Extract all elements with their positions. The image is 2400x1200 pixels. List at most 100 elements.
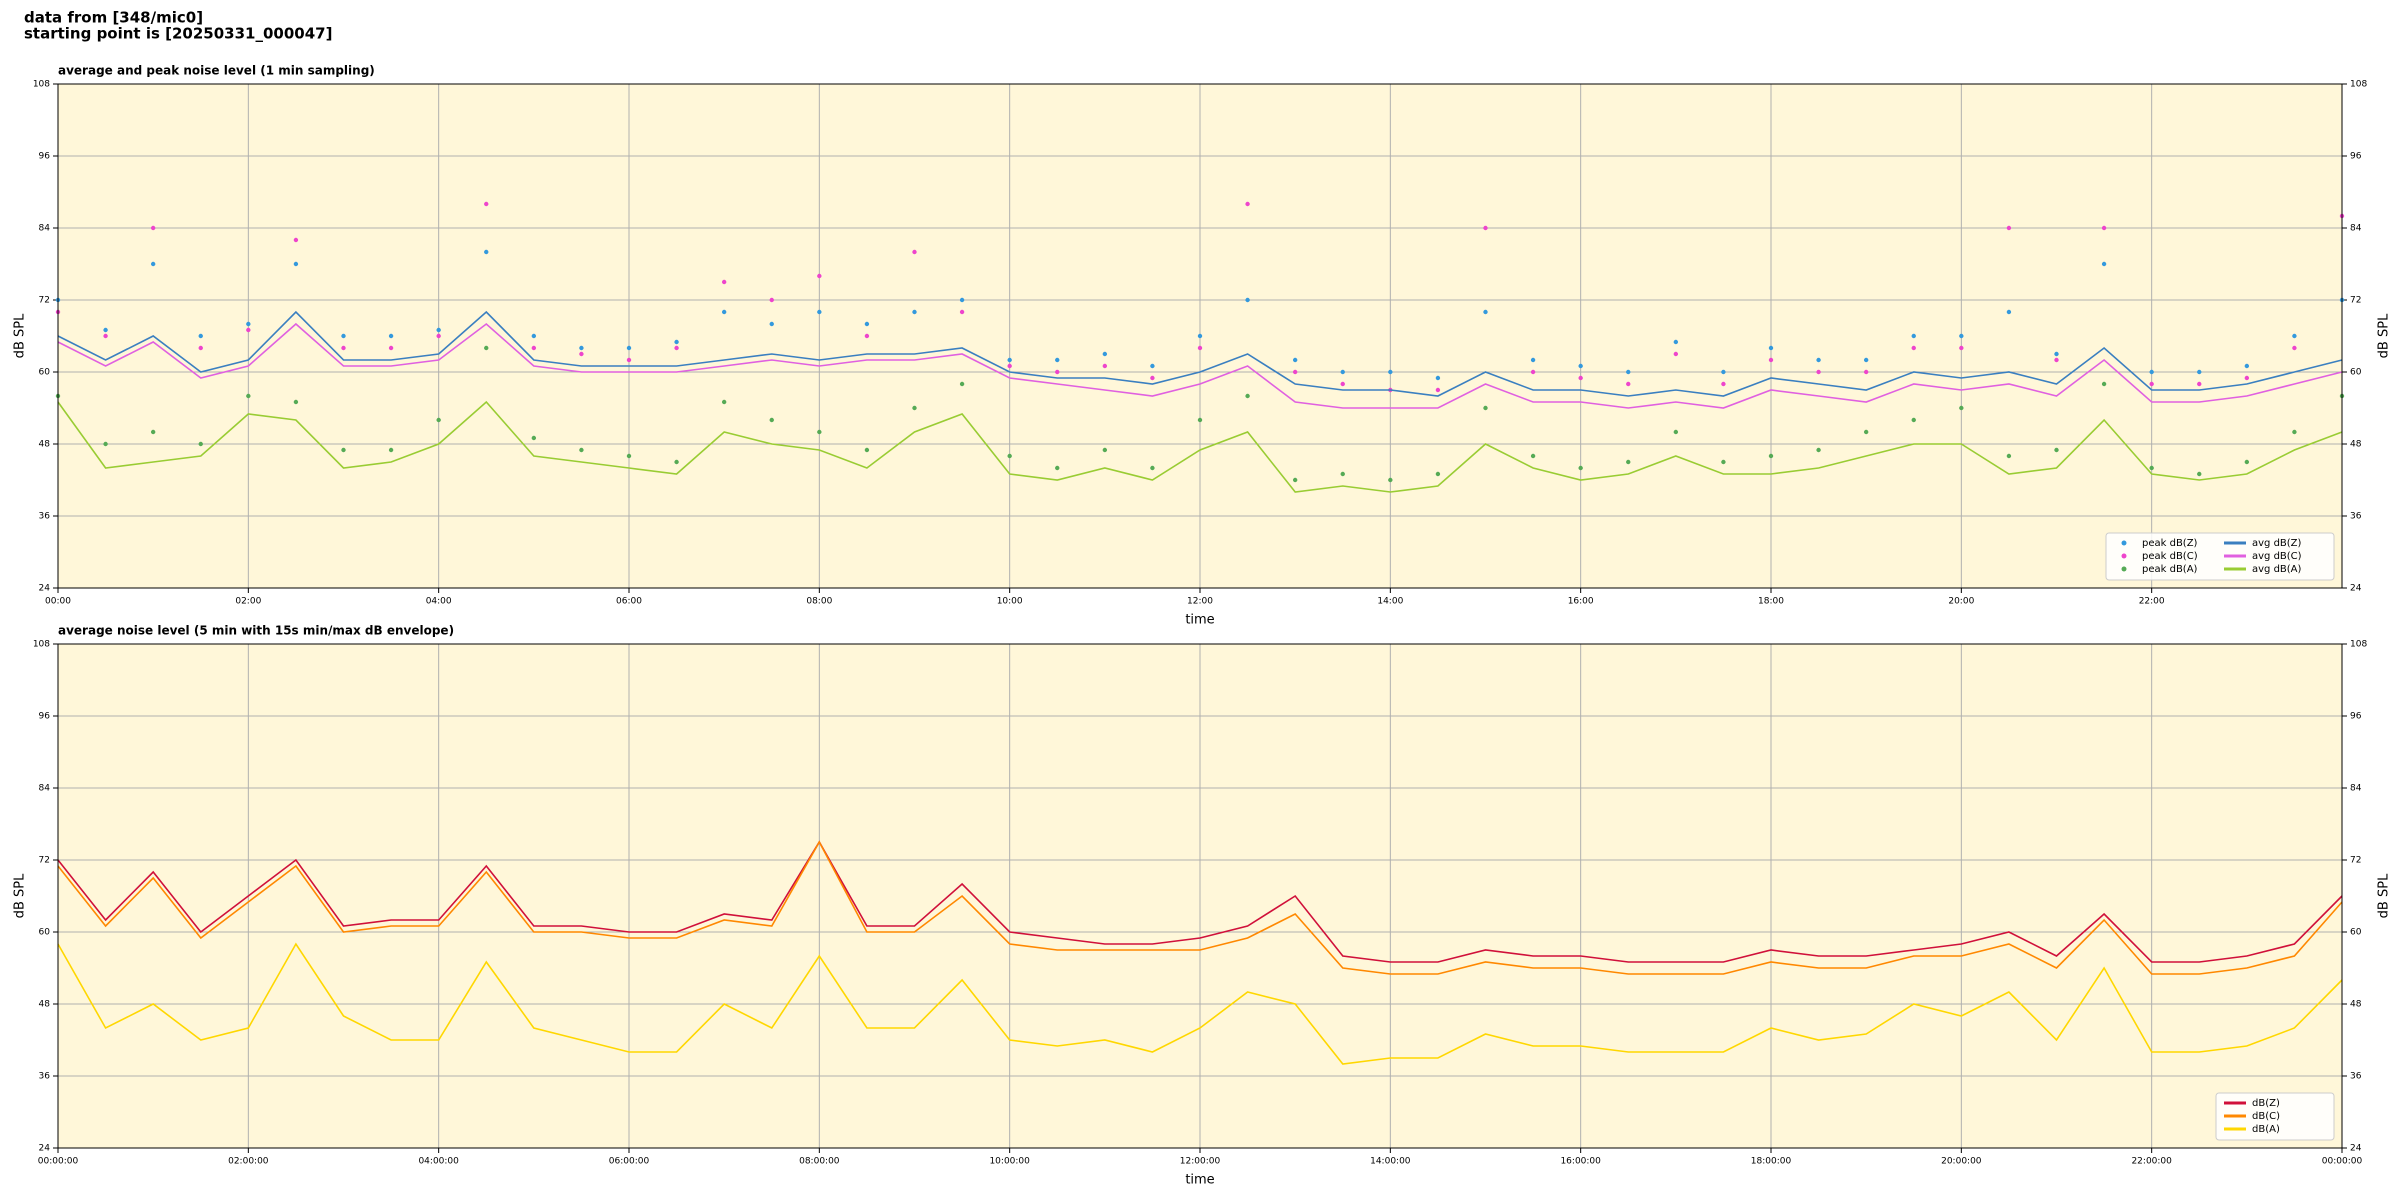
y-tick-label: 72: [39, 296, 50, 306]
peak-dot: [484, 345, 489, 351]
x-tick-label: 10:00: [997, 597, 1023, 607]
y-tick-label: 48: [39, 440, 51, 450]
peak-dot: [2101, 225, 2107, 231]
peak-dot: [1007, 357, 1012, 363]
x-tick-label: 18:00:00: [1751, 1157, 1792, 1167]
x-tick-label: 12:00: [1187, 597, 1213, 607]
x-tick-label: 20:00:00: [1941, 1157, 1982, 1167]
legend-label: peak dB(C): [2142, 551, 2198, 562]
peak-dot: [1863, 357, 1869, 363]
peak-dot: [1530, 453, 1536, 459]
peak-dot: [436, 333, 441, 339]
x-tick-label: 22:00:00: [2131, 1157, 2172, 1167]
chart-title: average noise level (5 min with 15s min/…: [58, 624, 454, 638]
y-tick-label: 72: [2350, 296, 2361, 306]
peak-dot: [626, 453, 632, 459]
header-line: data from [348/mic0]: [24, 9, 203, 27]
peak-dot: [626, 357, 632, 363]
peak-dot: [674, 339, 679, 345]
peak-dot: [721, 399, 727, 405]
peak-dot: [246, 393, 251, 399]
y-tick-label: 84: [39, 224, 51, 234]
peak-dot: [2149, 381, 2154, 387]
x-tick-label: 00:00:00: [2322, 1157, 2363, 1167]
peak-dot: [1007, 453, 1012, 459]
y-tick-label: 36: [2350, 1072, 2362, 1082]
peak-dot: [293, 399, 299, 405]
peak-dot: [2197, 369, 2202, 375]
peak-dot: [769, 417, 774, 423]
peak-dot: [817, 273, 822, 279]
y-tick-label: 108: [33, 640, 50, 650]
y-tick-label: 96: [2350, 712, 2362, 722]
legend-label: peak dB(A): [2142, 564, 2198, 575]
peak-dot: [817, 309, 822, 315]
peak-dot: [912, 249, 917, 255]
peak-dot: [1768, 453, 1774, 459]
y-tick-label: 96: [39, 712, 51, 722]
peak-dot: [1340, 471, 1345, 477]
peak-dot: [1150, 465, 1155, 471]
peak-dot: [1673, 351, 1679, 357]
x-axis-label: time: [1185, 1173, 1214, 1188]
y-tick-label: 60: [39, 368, 51, 378]
peak-dot: [2244, 363, 2250, 369]
avg-line: [57, 310, 2343, 397]
y-tick-label: 72: [2350, 856, 2361, 866]
y-axis-label: dB SPL: [13, 313, 28, 358]
peak-dot: [864, 321, 870, 327]
peak-dot: [817, 429, 822, 435]
peak-dot: [198, 333, 203, 339]
y-tick-label: 108: [2350, 80, 2367, 90]
peak-dot: [1292, 369, 1298, 375]
peak-dot: [1388, 369, 1393, 375]
legend: [2105, 532, 2335, 581]
chart-title: average and peak noise level (1 min samp…: [58, 64, 375, 78]
peak-dot: [388, 447, 394, 453]
peak-dot: [2292, 429, 2297, 435]
peak-dot: [721, 279, 727, 285]
plot-frame: [57, 643, 2343, 1149]
y-tick-label: 48: [2350, 440, 2362, 450]
avg-line: [57, 840, 2343, 963]
peak-dot: [1388, 477, 1393, 483]
x-tick-label: 08:00: [806, 597, 832, 607]
peak-dot: [1578, 465, 1583, 471]
peak-dot: [579, 447, 584, 453]
peak-dot: [1530, 357, 1536, 363]
y-tick-label: 24: [39, 584, 51, 594]
peak-dot: [103, 327, 108, 333]
peak-dot: [1768, 357, 1774, 363]
x-tick-label: 20:00: [1948, 597, 1974, 607]
peak-dot: [1816, 447, 1821, 453]
peak-dot: [436, 327, 441, 333]
x-tick-label: 00:00:00: [38, 1157, 79, 1167]
peak-dot: [674, 459, 679, 465]
peak-dot: [626, 345, 632, 351]
peak-dot: [1578, 363, 1583, 369]
peak-dot: [1959, 405, 1964, 411]
peak-dot: [1102, 363, 1108, 369]
peak-dot: [531, 345, 537, 351]
peak-dot: [1435, 471, 1441, 477]
peak-dot: [1340, 369, 1345, 375]
x-tick-label: 22:00: [2139, 597, 2165, 607]
x-tick-label: 02:00: [235, 597, 261, 607]
peak-dot: [198, 345, 203, 351]
y-tick-label: 24: [2350, 584, 2362, 594]
peak-dot: [2006, 453, 2012, 459]
y-tick-label: 108: [33, 80, 50, 90]
peak-dot: [959, 297, 965, 303]
peak-dot: [531, 333, 537, 339]
peak-dot: [1530, 369, 1536, 375]
y-tick-label: 60: [39, 928, 51, 938]
peak-dot: [579, 345, 584, 351]
y-tick-label: 48: [39, 1000, 51, 1010]
peak-dot: [341, 447, 346, 453]
x-tick-label: 18:00: [1758, 597, 1784, 607]
peak-dot: [150, 225, 156, 231]
peak-dot: [1911, 417, 1916, 423]
peak-dot: [959, 381, 965, 387]
peak-dot: [1292, 357, 1298, 363]
